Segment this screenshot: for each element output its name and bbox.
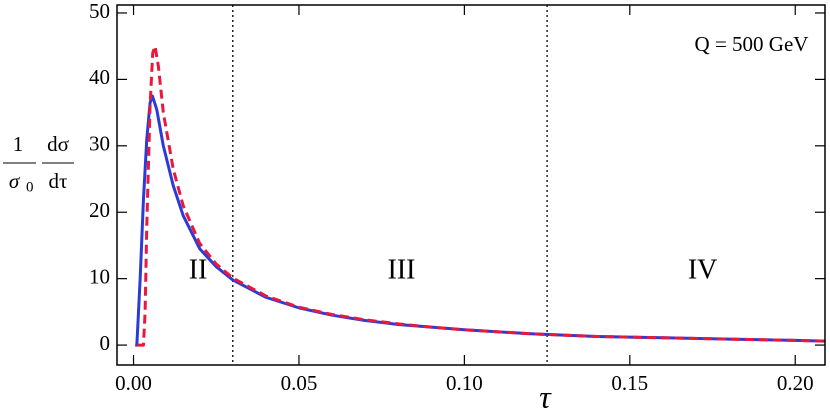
y-label-num-2: dσ — [47, 132, 69, 156]
y-tick-label: 50 — [89, 0, 110, 23]
x-axis-label: τ — [539, 378, 552, 414]
x-tick-label: 0.15 — [611, 371, 648, 395]
y-label-den-2: dτ — [49, 169, 68, 193]
plot-frame — [116, 4, 826, 366]
y-tick-label: 30 — [89, 132, 110, 156]
annotation: II — [189, 254, 208, 285]
y-label-num-1: 1 — [13, 132, 24, 156]
y-tick-label: 40 — [89, 65, 110, 89]
y-axis-label: 1 σ 0 dσ dτ — [3, 132, 74, 195]
series-line — [135, 94, 826, 347]
x-tick-label: 0.00 — [115, 371, 152, 395]
y-tick-label: 0 — [100, 331, 111, 355]
x-tick-label: 0.05 — [281, 371, 318, 395]
annotation: III — [388, 254, 416, 285]
y-label-den-1: σ — [9, 169, 21, 193]
annotation: IV — [688, 254, 718, 285]
annotation: Q = 500 GeV — [695, 32, 809, 56]
series-line — [136, 44, 826, 347]
x-tick-label: 0.20 — [777, 371, 814, 395]
y-tick-label: 20 — [89, 198, 110, 222]
y-tick-label: 10 — [89, 264, 110, 288]
x-tick-label: 0.10 — [446, 371, 483, 395]
y-label-den-sub-1: 0 — [26, 179, 34, 195]
